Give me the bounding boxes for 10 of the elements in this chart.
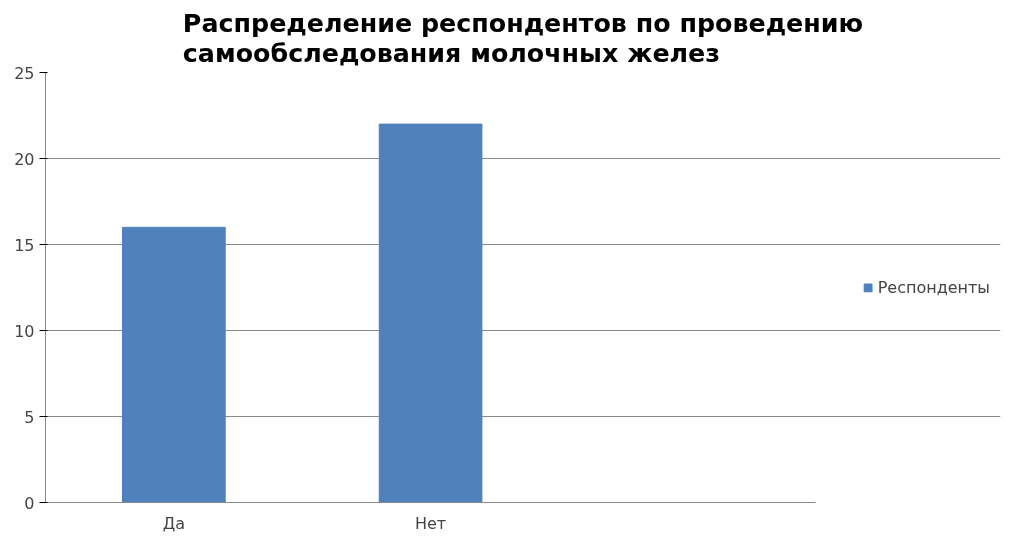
x-tick-label: Нет [414, 513, 447, 533]
chart-title: Распределение респондентов по проведению самообследования молочных желез [182, 7, 864, 68]
y-tick-label: 5 [24, 407, 35, 427]
legend-label: Респонденты [877, 277, 990, 297]
y-tick-label: 0 [24, 493, 35, 513]
y-tick-label: 15 [14, 235, 35, 255]
x-tick-label: Да [162, 513, 186, 533]
y-tick-label: 25 [14, 63, 35, 83]
y-tick-label: 10 [14, 321, 35, 341]
y-tick-label: 20 [14, 149, 35, 169]
